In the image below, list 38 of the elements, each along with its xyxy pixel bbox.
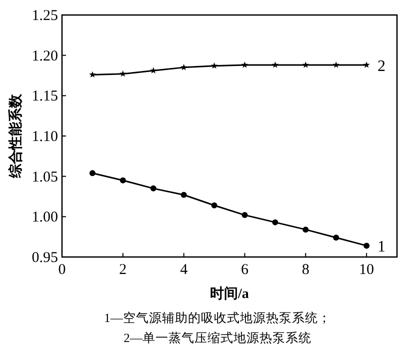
y-tick-label: 1.20 <box>32 48 58 64</box>
x-tick-label: 6 <box>240 262 249 278</box>
point <box>272 219 278 226</box>
point <box>363 62 370 68</box>
y-tick-label: 1.00 <box>32 210 58 226</box>
point <box>120 177 126 184</box>
series-label: 1 <box>378 238 386 256</box>
point <box>150 185 156 192</box>
point <box>180 192 187 198</box>
point <box>332 62 340 68</box>
point <box>333 234 340 241</box>
y-axis-title: 综合性能系数 <box>7 93 24 179</box>
point <box>150 67 157 74</box>
point <box>302 62 309 68</box>
x-tick-label: 2 <box>119 262 127 278</box>
x-tick-label: 4 <box>180 262 188 278</box>
point <box>302 226 309 233</box>
x-tick-label: 0 <box>58 262 66 278</box>
point <box>272 62 279 68</box>
x-tick-label: 10 <box>359 262 374 278</box>
x-tick-label: 8 <box>302 262 310 278</box>
y-tick-label: 1.05 <box>32 169 58 186</box>
y-tick-label: 0.95 <box>32 250 58 266</box>
series-label: 2 <box>378 58 386 76</box>
point <box>210 62 218 69</box>
point <box>180 64 188 70</box>
point <box>89 71 96 78</box>
point <box>211 202 218 208</box>
y-tick-label: 1.10 <box>32 129 58 145</box>
point <box>89 170 96 176</box>
point <box>364 242 370 249</box>
text: 2—单一蒸气压缩式地源热泵系统 <box>124 331 312 345</box>
point <box>242 212 248 218</box>
y-tick-label: 1.15 <box>32 88 58 105</box>
point <box>241 62 248 68</box>
text: 1—空气源辅助的吸收式地源热泵系统； <box>104 311 331 325</box>
y-tick-label: 1.25 <box>32 8 58 24</box>
x-axis-title: 时间/a <box>210 286 249 302</box>
